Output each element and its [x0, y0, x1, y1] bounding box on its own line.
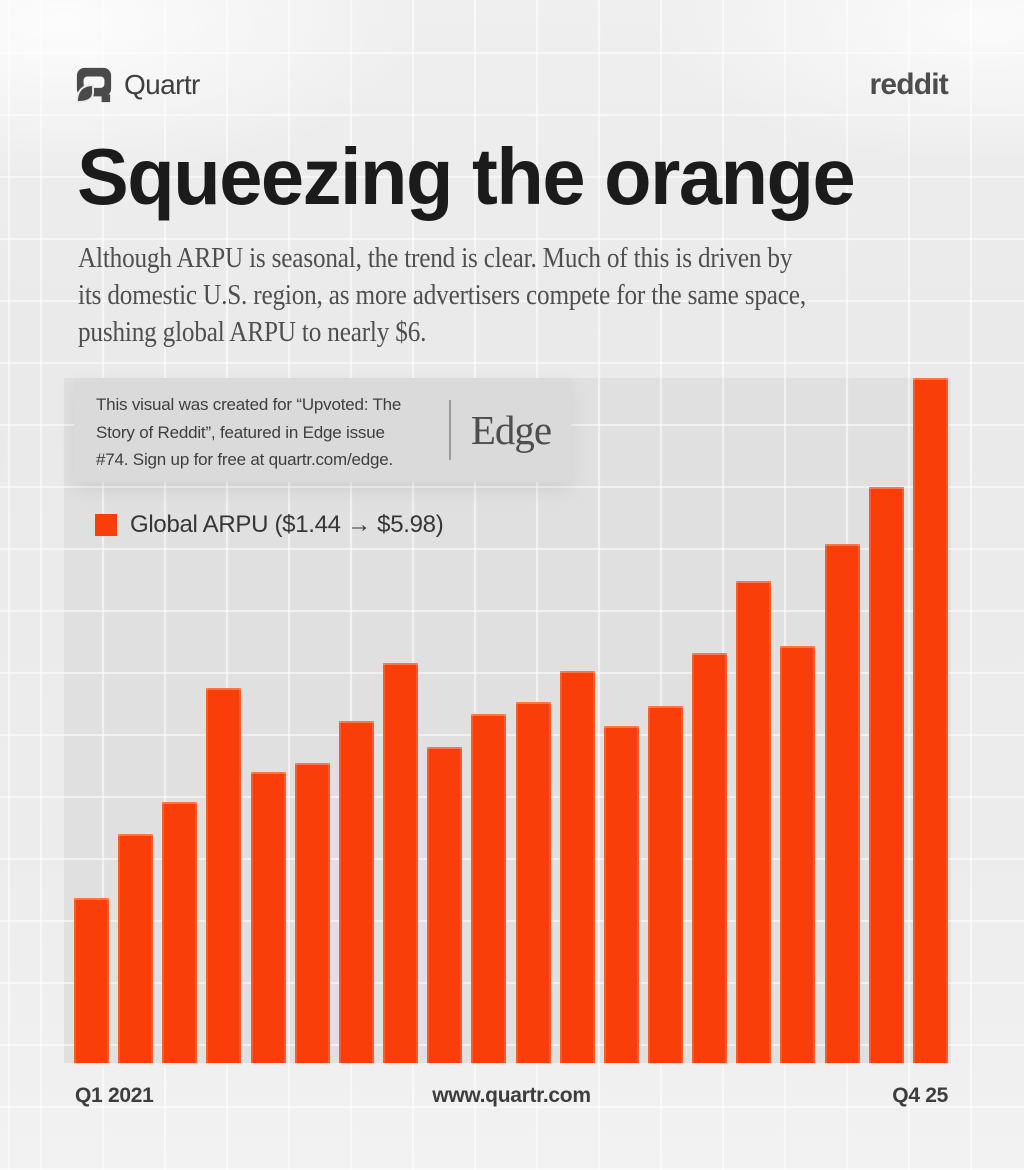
bar-q3-2025: [868, 486, 904, 1063]
bar-q2-2022: [294, 762, 330, 1063]
promo-text-line: Story of Reddit”, featured in Edge issue: [96, 422, 385, 442]
bar-q1-2024: [603, 726, 639, 1063]
website-url: www.quartr.com: [432, 1084, 591, 1107]
bar-q3-2023: [515, 702, 551, 1063]
bar-q4-2023: [559, 671, 595, 1063]
bar-q4-2025: [912, 378, 948, 1063]
bar-q2-2023: [471, 713, 507, 1063]
chart-legend: Global ARPU ($1.44 → $5.98): [95, 511, 444, 539]
bar-q3-2024: [692, 652, 728, 1063]
quartr-logo-text: Quartr: [124, 69, 200, 100]
x-axis-start-label: Q1 2021: [75, 1084, 154, 1107]
subtitle-line: Although ARPU is seasonal, the trend is …: [78, 243, 793, 274]
quartr-logo: Quartr: [75, 66, 200, 104]
subtitle: Although ARPU is seasonal, the trend is …: [78, 240, 806, 351]
promo-text-line: #74. Sign up for free at quartr.com/edge…: [96, 450, 394, 469]
bar-q1-2025: [780, 646, 816, 1063]
subtitle-line: its domestic U.S. region, as more advert…: [78, 280, 806, 311]
bar-q1-2022: [250, 772, 286, 1063]
quartr-logo-icon: [75, 67, 112, 104]
bar-q2-2024: [647, 705, 683, 1063]
header: Quartr reddit: [75, 64, 949, 106]
bar-q4-2024: [736, 580, 772, 1063]
bar-q3-2021: [162, 801, 198, 1063]
legend-swatch: [95, 514, 117, 536]
bar-q3-2022: [338, 720, 374, 1063]
bar-q1-2023: [427, 746, 463, 1063]
reddit-wordmark: reddit: [869, 68, 948, 101]
promo-text-line: This visual was created for “Upvoted: Th…: [96, 395, 402, 414]
bar-q4-2021: [206, 688, 242, 1063]
bar-q1-2021: [74, 898, 109, 1063]
legend-label: Global ARPU ($1.44 → $5.98): [130, 511, 444, 538]
bar-q2-2021: [118, 833, 154, 1063]
x-axis-end-label: Q4 25: [892, 1084, 948, 1107]
bar-q4-2022: [383, 663, 419, 1063]
footer: Q1 2021 www.quartr.com Q4 25: [75, 1084, 948, 1112]
edge-logo: Edge: [470, 407, 552, 453]
bar-q2-2025: [824, 544, 860, 1063]
subtitle-line: pushing global ARPU to nearly $6.: [78, 317, 427, 348]
promo-box: This visual was created for “Upvoted: Th…: [74, 378, 571, 482]
promo-text: This visual was created for “Upvoted: Th…: [96, 391, 401, 474]
page-title: Squeezing the orange: [77, 132, 856, 221]
